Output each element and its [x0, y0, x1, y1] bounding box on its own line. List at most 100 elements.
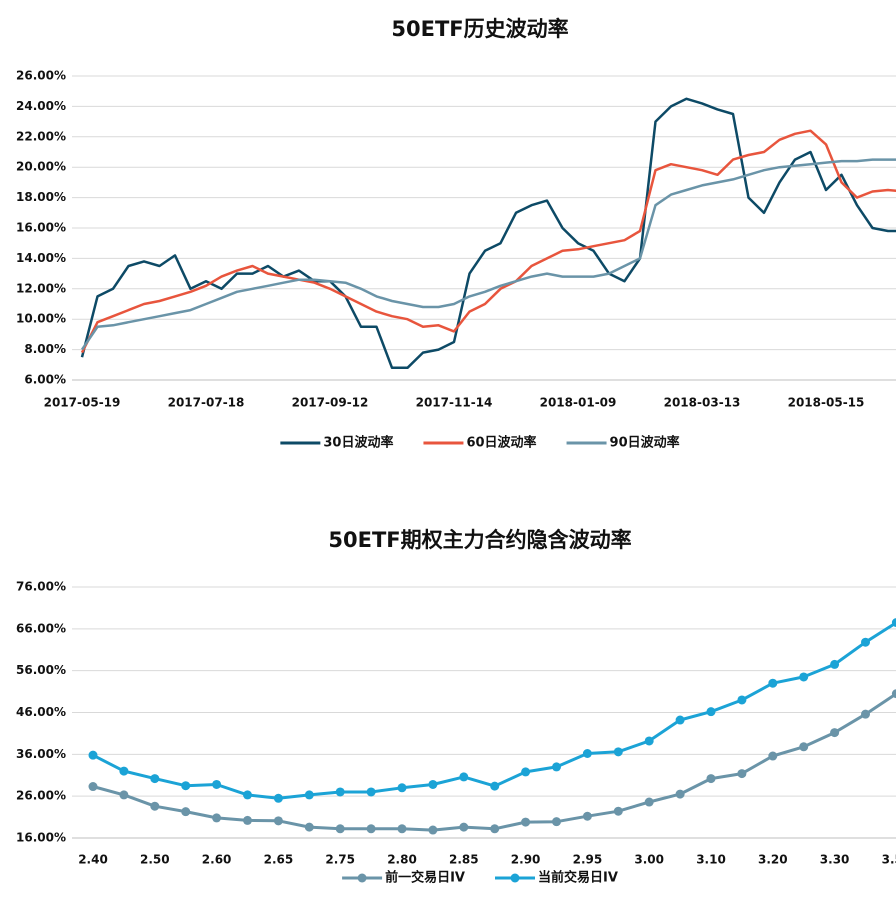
y-tick-label: 16.00%	[16, 831, 66, 845]
point	[675, 715, 685, 725]
chart-title: 50ETF期权主力合约隐含波动率	[328, 528, 631, 552]
point	[706, 707, 716, 717]
point	[273, 816, 283, 826]
series-line	[92, 621, 896, 800]
x-tick-label: 3.50	[882, 853, 896, 867]
x-tick-label: 2.80	[387, 853, 417, 867]
y-tick-label: 22.00%	[16, 129, 66, 143]
series-line	[80, 97, 896, 370]
x-tick-label: 2.95	[573, 853, 603, 867]
point	[273, 793, 283, 803]
y-tick-label: 18.00%	[16, 190, 66, 204]
y-tick-label: 20.00%	[16, 160, 66, 174]
point	[582, 811, 592, 821]
x-tick-label: 2.85	[449, 853, 479, 867]
legend-label: 当前交易日IV	[538, 870, 618, 886]
point	[737, 695, 747, 705]
point	[366, 787, 376, 797]
legend-item: 60日波动率	[423, 435, 537, 451]
x-tick-label: 2017-05-19	[44, 396, 121, 410]
legend-item: 30日波动率	[280, 435, 393, 451]
x-tick-label: 2018-03-13	[664, 396, 741, 410]
chart-title: 50ETF历史波动率	[391, 17, 568, 41]
point	[428, 825, 438, 835]
point	[552, 817, 561, 827]
point	[397, 824, 407, 834]
point	[613, 747, 623, 757]
x-tick-label: 2018-05-15	[788, 396, 865, 410]
point	[830, 728, 840, 738]
x-tick-label: 3.00	[634, 853, 664, 867]
legend-marker	[510, 873, 520, 883]
point	[644, 797, 654, 807]
point	[304, 822, 314, 832]
x-tick-label: 2.65	[264, 853, 294, 867]
point	[88, 782, 98, 792]
point	[613, 806, 623, 816]
legend: 前一交易日IV 当前交易日IV	[342, 870, 618, 886]
y-tick-label: 36.00%	[16, 747, 66, 761]
point	[366, 824, 376, 834]
y-tick-label: 26.00%	[16, 69, 66, 83]
point	[181, 781, 191, 791]
x-tick-label: 2.50	[140, 853, 170, 867]
point	[521, 817, 531, 827]
x-tick-label: 2017-11-14	[416, 396, 493, 410]
legend-item: 前一交易日IV	[342, 870, 465, 886]
point	[212, 779, 222, 789]
legend: 30日波动率 60日波动率 90日波动率	[280, 435, 680, 451]
point	[768, 751, 778, 761]
point	[335, 787, 345, 797]
point	[119, 790, 129, 800]
y-tick-label: 10.00%	[16, 312, 66, 326]
x-tick-label: 3.20	[758, 853, 788, 867]
point	[737, 769, 747, 779]
series-line	[92, 692, 896, 832]
point	[119, 766, 129, 776]
point	[891, 689, 896, 699]
point	[397, 783, 407, 793]
series-line	[80, 129, 896, 354]
legend-marker	[357, 873, 367, 883]
point	[861, 637, 870, 647]
y-tick-label: 6.00%	[24, 373, 66, 387]
x-tick-label: 3.10	[696, 853, 726, 867]
point	[799, 672, 809, 682]
point	[521, 767, 531, 777]
point	[335, 824, 345, 834]
point	[150, 801, 160, 811]
legend-label: 前一交易日IV	[385, 870, 465, 886]
legend-label: 30日波动率	[323, 435, 393, 451]
point	[243, 815, 252, 825]
point	[861, 709, 870, 719]
legend-item: 当前交易日IV	[495, 870, 618, 886]
y-tick-label: 16.00%	[16, 221, 66, 235]
y-tick-label: 8.00%	[24, 342, 66, 356]
legend-label: 60日波动率	[466, 435, 536, 451]
point	[490, 781, 500, 791]
point	[768, 678, 778, 688]
point	[243, 790, 252, 800]
x-tick-label: 2.40	[78, 853, 108, 867]
point	[428, 779, 438, 789]
y-tick-label: 46.00%	[16, 705, 66, 719]
legend-item: 90日波动率	[566, 435, 680, 451]
y-tick-label: 66.00%	[16, 621, 66, 635]
point	[150, 774, 160, 784]
point	[706, 774, 716, 784]
x-tick-label: 2.90	[511, 853, 541, 867]
point	[304, 790, 314, 800]
point	[212, 813, 222, 823]
point	[891, 618, 896, 628]
y-tick-label: 76.00%	[16, 580, 66, 594]
x-tick-label: 2017-09-12	[292, 396, 369, 410]
x-tick-label: 3.30	[820, 853, 850, 867]
point	[582, 748, 592, 758]
point	[88, 750, 98, 760]
x-tick-label: 2017-07-18	[168, 396, 245, 410]
point	[675, 789, 685, 799]
point	[830, 659, 840, 669]
y-tick-label: 26.00%	[16, 789, 66, 803]
point	[552, 762, 561, 772]
